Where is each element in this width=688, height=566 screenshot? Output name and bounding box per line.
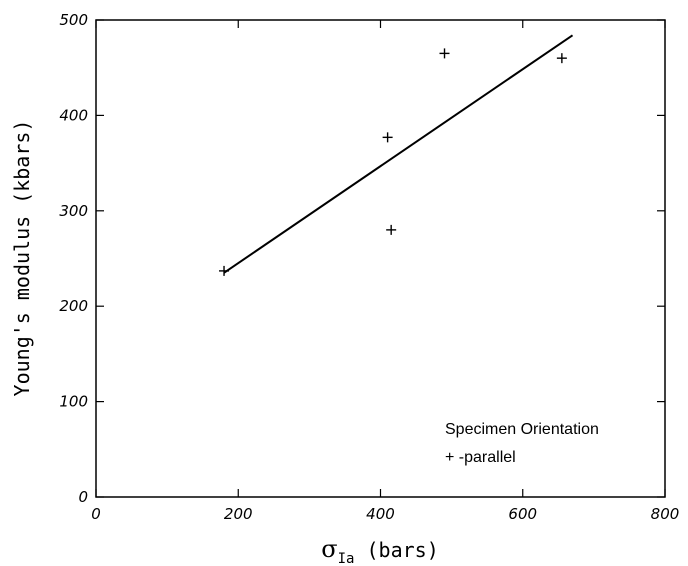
data-point-plus-marker — [386, 224, 397, 235]
x-tick-label: 600 — [508, 505, 537, 523]
y-tick-label: 100 — [59, 393, 88, 411]
y-tick-label: 0 — [78, 488, 88, 506]
fit-line-group — [223, 34, 574, 274]
fit-line — [223, 34, 574, 274]
data-points — [219, 48, 567, 276]
data-point-plus-marker — [219, 265, 230, 276]
y-tick-label: 400 — [59, 106, 88, 124]
data-point-plus-marker — [382, 132, 393, 143]
x-axis-unit: (bars) — [354, 538, 438, 562]
x-axis-symbol: σ — [321, 535, 337, 563]
legend-title: Specimen Orientation — [445, 421, 599, 438]
x-axis-title: σIa (bars) — [321, 535, 439, 566]
x-tick-label: 200 — [224, 505, 253, 523]
data-point-plus-marker — [556, 53, 567, 64]
y-tick-label: 200 — [59, 297, 88, 315]
data-point-plus-marker — [439, 48, 450, 59]
x-tick-label: 0 — [91, 505, 101, 523]
x-axis-subscript: Ia — [338, 551, 355, 566]
x-tick-label: 400 — [366, 505, 395, 523]
tick-labels: 0 200 400 600 800 0 100 200 300 400 500 — [59, 11, 679, 523]
axis-ticks — [95, 19, 666, 498]
y-tick-label: 300 — [59, 202, 88, 220]
y-tick-label: 500 — [59, 11, 88, 29]
y-axis-title: Young's modulus (kbars) — [10, 120, 34, 397]
legend-entry-parallel: + -parallel — [445, 449, 516, 466]
x-tick-label: 800 — [651, 505, 680, 523]
